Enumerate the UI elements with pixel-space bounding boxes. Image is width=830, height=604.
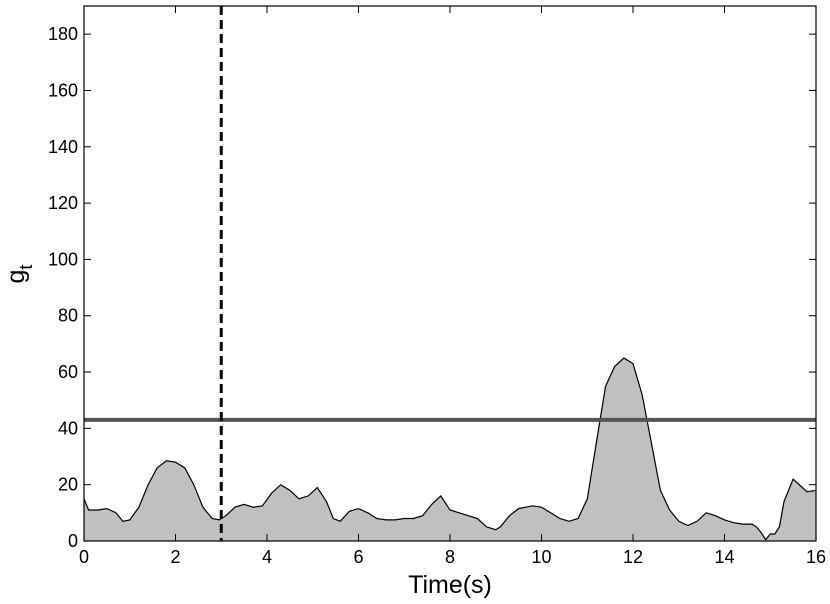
x-tick-label: 10 — [531, 547, 551, 567]
plot-background — [84, 6, 816, 541]
y-tick-label: 120 — [48, 193, 78, 213]
y-tick-label: 0 — [68, 531, 78, 551]
y-tick-label: 80 — [58, 306, 78, 326]
x-tick-label: 2 — [170, 547, 180, 567]
y-tick-label: 160 — [48, 80, 78, 100]
y-tick-label: 60 — [58, 362, 78, 382]
x-tick-label: 12 — [623, 547, 643, 567]
x-tick-label: 0 — [79, 547, 89, 567]
y-tick-label: 140 — [48, 137, 78, 157]
y-axis-title-subscript: t — [16, 265, 36, 270]
y-tick-label: 100 — [48, 249, 78, 269]
series-line — [83, 357, 817, 541]
y-axis-title: gt — [2, 265, 36, 284]
x-tick-label: 4 — [262, 547, 272, 567]
x-axis-title: Time(s) — [408, 571, 492, 599]
series-area-fill — [84, 358, 816, 541]
x-tick-label: 6 — [353, 547, 363, 567]
y-tick-label: 180 — [48, 24, 78, 44]
y-axis-title-group: gt — [2, 265, 36, 284]
x-tick-label: 14 — [714, 547, 734, 567]
x-tick-label: 16 — [806, 547, 826, 567]
y-tick-label: 40 — [58, 418, 78, 438]
y-axis-title-main: g — [2, 270, 30, 284]
area-layer — [83, 357, 817, 541]
y-tick-label: 20 — [58, 475, 78, 495]
x-tick-label: 8 — [445, 547, 455, 567]
